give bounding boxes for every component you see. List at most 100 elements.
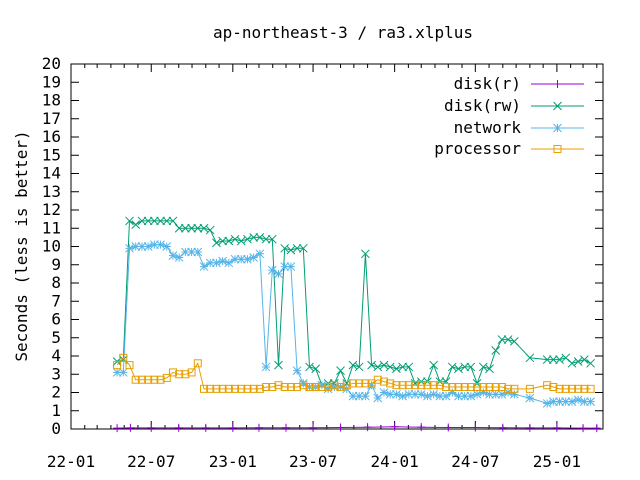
data-point-disk-rw — [236, 236, 246, 246]
data-point-network — [561, 397, 571, 406]
data-point-network — [243, 254, 252, 264]
data-point-disk-rw — [311, 364, 321, 374]
data-point-processor — [348, 379, 357, 388]
data-point-network — [410, 389, 420, 399]
y-tick-label: 10 — [42, 237, 61, 256]
series-disk-rw — [112, 216, 595, 390]
data-point-disk-rw — [586, 358, 595, 368]
data-point-disk-rw — [193, 223, 203, 233]
chart-title: ap-northeast-3 / ra3.xlplus — [213, 23, 473, 42]
data-point-disk-rw — [205, 225, 215, 235]
data-point-network — [379, 388, 389, 397]
data-point-disk-rw — [555, 355, 564, 365]
data-point-disk-rw — [454, 364, 463, 374]
data-point-network — [429, 389, 439, 399]
data-point-network — [156, 240, 165, 250]
x-tick-label: 22-07 — [127, 452, 175, 471]
data-point-processor — [187, 368, 196, 377]
data-point-disk-rw — [542, 355, 552, 365]
data-point-network — [525, 393, 535, 403]
data-point-network — [224, 258, 234, 268]
data-point-network — [586, 397, 595, 406]
y-tick-label: 12 — [42, 200, 61, 219]
series-processor — [113, 353, 595, 393]
data-point-network — [323, 384, 333, 394]
data-point-processor — [162, 373, 171, 382]
data-point-network — [567, 397, 577, 406]
data-point-network — [460, 391, 470, 401]
data-point-network — [267, 265, 277, 275]
data-point-processor — [580, 384, 589, 393]
data-point-network — [497, 389, 507, 399]
legend-label-processor: processor — [434, 139, 521, 158]
data-point-disk-rw — [503, 335, 513, 344]
data-point-disk-rw — [143, 216, 153, 226]
data-point-processor — [305, 383, 314, 392]
data-point-network — [416, 389, 426, 399]
data-point-network — [435, 391, 445, 401]
data-point-disk-r — [126, 423, 135, 432]
y-tick-label: 20 — [42, 54, 61, 73]
data-point-network — [548, 397, 558, 406]
data-point-disk-rw — [580, 355, 589, 365]
data-point-disk-rw — [137, 216, 147, 226]
data-point-processor — [218, 384, 227, 393]
data-point-disk-r — [336, 423, 345, 432]
data-point-processor — [491, 383, 500, 392]
data-point-processor — [411, 381, 420, 390]
data-point-processor — [237, 384, 246, 393]
data-point-disk-r — [147, 423, 156, 432]
data-point-processor — [525, 384, 534, 393]
y-tick-label: 15 — [42, 145, 61, 164]
legend-label-disk-r: disk(r) — [454, 74, 521, 93]
y-tick-label: 0 — [51, 419, 61, 438]
data-point-disk-rw — [548, 355, 558, 365]
data-point-network — [137, 242, 147, 251]
series-disk-r — [113, 422, 601, 433]
data-point-disk-rw — [460, 362, 470, 372]
data-point-processor — [125, 361, 134, 370]
data-point-network — [441, 391, 451, 401]
y-tick-label: 18 — [42, 91, 61, 110]
data-point-disk-rw — [162, 216, 172, 226]
data-point-disk-rw — [573, 357, 583, 366]
data-point-network — [392, 389, 401, 399]
data-point-processor — [448, 383, 457, 392]
data-point-processor — [404, 381, 413, 390]
data-point-disk-rw — [336, 366, 345, 375]
data-point-network — [485, 389, 494, 399]
data-point-disk-r — [525, 423, 534, 432]
data-point-network — [168, 251, 178, 260]
series-layer — [112, 216, 601, 433]
y-tick-label: 9 — [51, 255, 61, 274]
data-point-processor — [137, 375, 146, 384]
data-point-disk-r — [592, 424, 601, 433]
y-tick-label: 11 — [42, 218, 61, 237]
data-point-disk-r — [417, 423, 426, 432]
data-point-disk-rw — [280, 243, 290, 253]
data-point-processor — [574, 384, 583, 393]
data-point-disk-rw — [497, 335, 507, 344]
data-point-disk-rw — [567, 358, 577, 368]
data-point-processor — [113, 361, 122, 370]
series-line-disk-rw — [116, 220, 591, 386]
data-point-network — [143, 242, 153, 251]
data-point-network — [298, 379, 308, 388]
data-point-disk-rw — [174, 223, 184, 233]
data-point-processor — [497, 383, 506, 392]
data-point-processor — [224, 384, 233, 393]
data-point-processor — [311, 383, 320, 392]
y-tick-label: 5 — [51, 328, 61, 347]
data-point-processor — [231, 384, 240, 393]
data-point-network — [212, 258, 221, 268]
data-point-processor — [280, 383, 289, 392]
data-point-disk-rw — [298, 243, 308, 253]
data-point-network — [447, 388, 457, 397]
data-point-disk-rw — [385, 362, 395, 372]
data-point-disk-rw — [212, 238, 221, 248]
data-point-network — [286, 262, 296, 271]
data-point-disk-rw — [305, 362, 314, 372]
data-point-disk-r — [552, 423, 561, 432]
data-point-disk-r — [498, 423, 507, 432]
